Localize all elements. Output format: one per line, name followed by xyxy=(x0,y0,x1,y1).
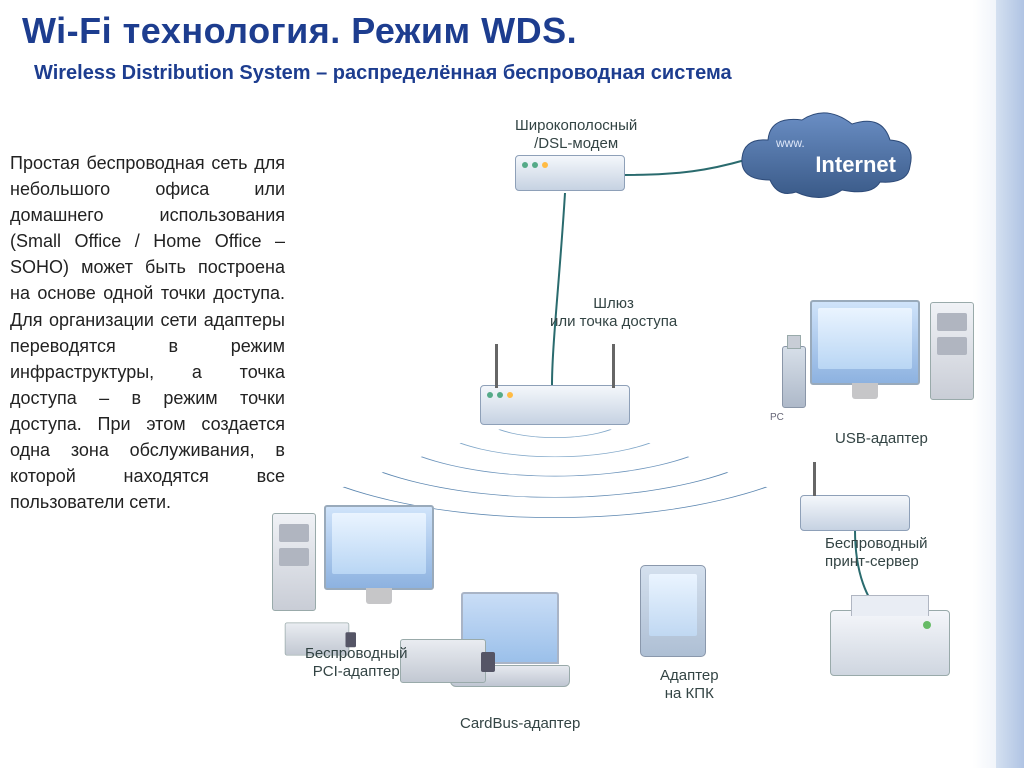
accent-bar xyxy=(996,0,1024,768)
dsl-modem-label: Широкополосный /DSL-модем xyxy=(515,117,637,153)
access-point-label: Шлюз или точка доступа xyxy=(550,295,677,331)
pda-adapter-label: Адаптер на КПК xyxy=(660,667,719,703)
internet-cloud-icon: www. Internet xyxy=(730,110,920,205)
slide-subtitle: Wireless Distribution System – распредел… xyxy=(34,62,732,85)
pda-adapter-icon xyxy=(640,565,706,657)
network-diagram: www. Internet Широкополосный /DSL-модем … xyxy=(290,105,990,745)
access-point-icon xyxy=(480,385,630,425)
print-server-icon xyxy=(800,495,910,531)
print-server-label: Беспроводный принт-сервер xyxy=(825,535,928,571)
cable-modem-cloud xyxy=(625,160,745,175)
cloud-www-label: www. xyxy=(776,136,805,150)
pci-adapter-pc-icon xyxy=(272,505,442,635)
cardbus-adapter-label: CardBus-адаптер xyxy=(460,715,580,733)
slide-title: Wi-Fi технология. Режим WDS. xyxy=(22,10,577,52)
printer-icon xyxy=(830,610,950,676)
cloud-internet-label: Internet xyxy=(815,152,896,178)
cardbus-laptop-icon xyxy=(450,665,570,687)
usb-adapter-label: USB-адаптер xyxy=(835,430,928,448)
dsl-modem-icon xyxy=(515,155,625,191)
usb-adapter-pc-icon: PC xyxy=(810,300,980,420)
slide: Wi-Fi технология. Режим WDS. Wireless Di… xyxy=(0,0,1024,768)
body-paragraph: Простая беспроводная сеть для небольшого… xyxy=(10,150,285,515)
pci-adapter-label: Беспроводный PCI-адаптер xyxy=(305,645,408,681)
